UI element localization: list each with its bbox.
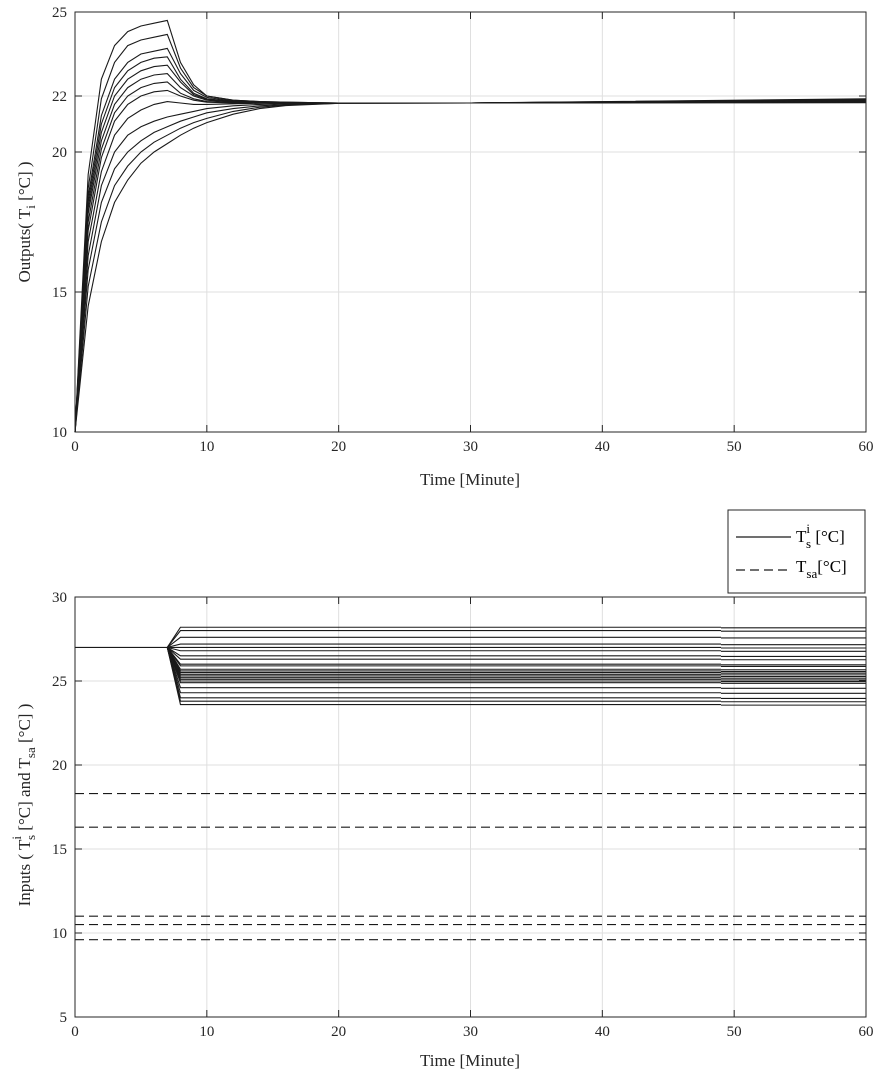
inputs-y-tick-label: 10 <box>52 926 67 942</box>
legend-solid-main: T <box>796 527 807 546</box>
legend-dashed-sub: sa <box>806 566 817 581</box>
inputs-ticks: 0 10 20 30 40 50 60 5 10 15 20 25 30 <box>52 590 874 1040</box>
inputs-y-label-sub1: s <box>23 835 38 840</box>
inputs-series-group <box>75 626 866 941</box>
solid-series-line <box>166 647 721 667</box>
inputs-y-label-sub2: sa <box>23 747 38 758</box>
outputs-series-group <box>74 19 867 433</box>
inputs-legend: Ti s [°C] Tsa[°C] <box>727 509 866 594</box>
inputs-y-tick-label: 15 <box>52 842 67 858</box>
inputs-y-label-sup1: i <box>9 836 24 840</box>
solid-series-line <box>167 646 721 652</box>
legend-box <box>727 509 866 594</box>
solid-series-line <box>166 630 721 648</box>
solid-series-line <box>166 636 721 648</box>
legend-entry-dashed: Tsa[°C] <box>796 557 847 581</box>
outputs-y-label-subscript: i <box>23 205 38 209</box>
outputs-x-tick-label: 20 <box>331 439 346 455</box>
legend-entry-solid: Ti s [°C] <box>796 521 845 551</box>
inputs-x-tick-label: 20 <box>331 1024 346 1040</box>
inputs-y-tick-label: 25 <box>52 674 67 690</box>
inputs-x-tick-label: 40 <box>595 1024 610 1040</box>
inputs-plot: 0 10 20 30 40 50 60 5 10 15 20 25 30 Time [Minute] I… <box>9 590 874 1070</box>
inputs-x-tick-label: 10 <box>199 1024 214 1040</box>
legend-solid-sub: s <box>806 536 811 551</box>
inputs-y-label-mid: [°C] and T <box>15 757 34 834</box>
inputs-x-axis-label: Time [Minute] <box>420 1051 520 1070</box>
legend-dashed-main: T <box>796 557 807 576</box>
inputs-y-label-suffix: [°C] ) <box>15 704 34 748</box>
inputs-y-tick-label: 30 <box>52 590 67 606</box>
legend-solid-rest: [°C] <box>811 527 845 546</box>
outputs-x-tick-label: 10 <box>199 439 214 455</box>
outputs-y-axis-label: Outputs( Ti [°C] ) <box>15 161 38 282</box>
outputs-x-tick-label: 0 <box>71 439 79 455</box>
outputs-series-line <box>74 101 867 433</box>
solid-series-line <box>166 626 721 648</box>
outputs-y-tick-label: 25 <box>52 5 67 21</box>
outputs-x-tick-label: 40 <box>595 439 610 455</box>
solid-series-line <box>166 646 721 660</box>
outputs-x-tick-label: 50 <box>727 439 742 455</box>
outputs-y-label-prefix: Outputs( T <box>15 208 34 282</box>
inputs-y-label-prefix: Inputs ( T <box>15 839 34 906</box>
outputs-x-tick-label: 60 <box>859 439 874 455</box>
outputs-y-tick-label: 20 <box>52 145 67 161</box>
outputs-y-tick-label: 10 <box>52 425 67 441</box>
solid-series-line <box>166 647 721 706</box>
outputs-y-tick-label: 22 <box>52 89 67 105</box>
outputs-y-tick-label: 15 <box>52 285 67 301</box>
inputs-y-tick-label: 20 <box>52 758 67 774</box>
inputs-x-tick-label: 50 <box>727 1024 742 1040</box>
legend-dashed-rest: [°C] <box>817 557 846 576</box>
outputs-x-axis-label: Time [Minute] <box>420 470 520 489</box>
inputs-x-tick-label: 60 <box>859 1024 874 1040</box>
legend-solid-sup: i <box>806 521 810 536</box>
outputs-y-label-suffix: [°C] ) <box>15 161 34 205</box>
solid-series-line <box>166 646 721 657</box>
solid-series-line <box>167 643 721 648</box>
inputs-x-tick-label: 0 <box>71 1024 79 1040</box>
inputs-x-tick-label: 30 <box>463 1024 478 1040</box>
outputs-x-tick-label: 30 <box>463 439 478 455</box>
inputs-y-axis-label: Inputs ( Tis [°C] and Tsa [°C] ) <box>9 704 38 907</box>
outputs-series-line <box>74 99 867 433</box>
inputs-y-tick-label: 5 <box>60 1010 68 1026</box>
